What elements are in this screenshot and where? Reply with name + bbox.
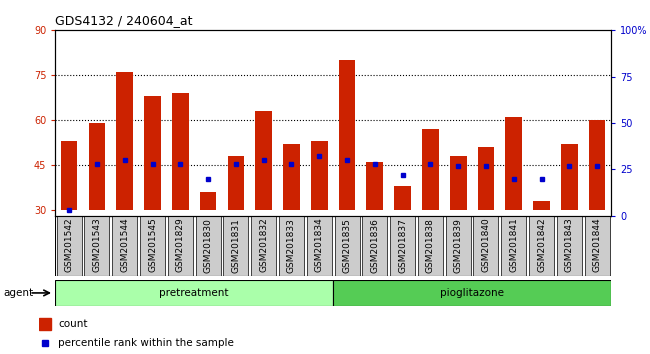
Bar [473,216,499,276]
Text: GSM201837: GSM201837 [398,218,407,273]
Text: GSM201542: GSM201542 [64,218,73,272]
Text: GSM201839: GSM201839 [454,218,463,273]
Bar [144,96,161,210]
Bar [395,186,411,210]
Bar [418,216,443,276]
Text: GSM201836: GSM201836 [370,218,380,273]
Text: GSM201844: GSM201844 [593,218,602,272]
Bar [390,216,415,276]
Text: GSM201843: GSM201843 [565,218,574,273]
Bar [333,280,611,306]
Text: GSM201842: GSM201842 [537,218,546,272]
Bar [367,162,383,210]
Bar [450,156,467,210]
Text: GSM201832: GSM201832 [259,218,268,273]
Text: pretreatment: pretreatment [159,288,229,298]
Bar [561,144,578,210]
Text: GSM201838: GSM201838 [426,218,435,273]
Bar [255,111,272,210]
Text: agent: agent [3,288,33,298]
Bar [311,141,328,210]
Text: GSM201831: GSM201831 [231,218,240,273]
Bar [196,216,220,276]
Bar [200,192,216,210]
Text: GSM201834: GSM201834 [315,218,324,273]
Bar [533,201,550,210]
Bar [84,216,109,276]
Bar [584,216,610,276]
Bar [116,72,133,210]
Text: count: count [58,319,88,329]
Bar [227,156,244,210]
Bar [224,216,248,276]
Bar [589,120,605,210]
Text: pioglitazone: pioglitazone [440,288,504,298]
Bar [362,216,387,276]
Text: GSM201543: GSM201543 [92,218,101,273]
Bar [422,129,439,210]
Bar [446,216,471,276]
Text: GSM201544: GSM201544 [120,218,129,272]
Bar [112,216,137,276]
Bar [501,216,526,276]
Text: GSM201835: GSM201835 [343,218,352,273]
Bar [339,60,356,210]
Bar [39,318,51,330]
Bar [57,216,82,276]
Bar [140,216,165,276]
Bar [335,216,359,276]
Text: percentile rank within the sample: percentile rank within the sample [58,338,234,348]
Bar [279,216,304,276]
Bar [557,216,582,276]
Bar [168,216,193,276]
Bar [529,216,554,276]
Bar [172,93,188,210]
Bar [88,123,105,210]
Text: GSM201841: GSM201841 [509,218,518,273]
Text: GSM201829: GSM201829 [176,218,185,273]
Bar [283,144,300,210]
Text: GSM201833: GSM201833 [287,218,296,273]
Bar [307,216,332,276]
Text: GSM201840: GSM201840 [482,218,491,273]
Bar [61,141,77,210]
Bar [55,280,333,306]
Text: GDS4132 / 240604_at: GDS4132 / 240604_at [55,13,193,27]
Bar [478,147,494,210]
Text: GSM201545: GSM201545 [148,218,157,273]
Bar [251,216,276,276]
Bar [506,117,522,210]
Text: GSM201830: GSM201830 [203,218,213,273]
